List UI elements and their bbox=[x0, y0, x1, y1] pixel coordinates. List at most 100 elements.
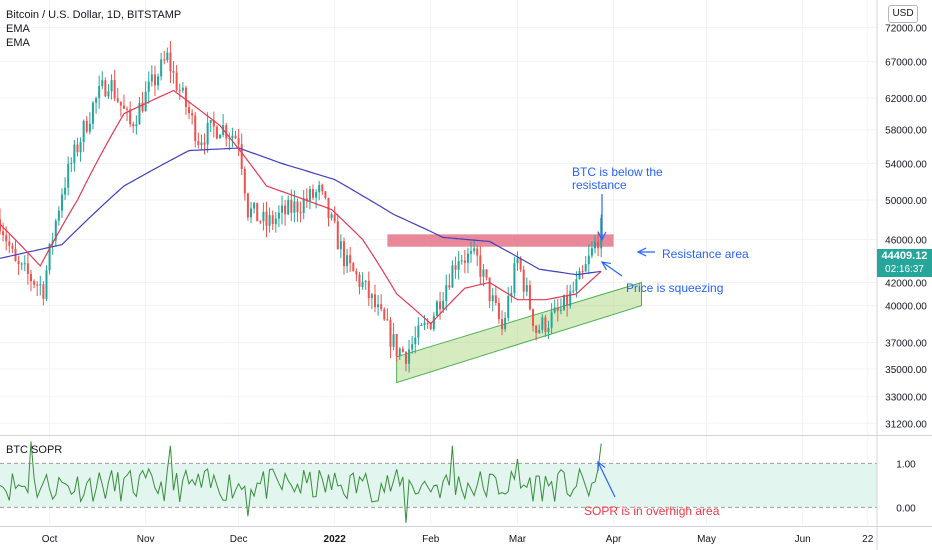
candle-body bbox=[559, 309, 562, 311]
candle-body bbox=[525, 285, 528, 292]
candle-body bbox=[42, 284, 45, 299]
candle-body bbox=[395, 334, 398, 357]
price-tick-label: 46000.00 bbox=[885, 235, 927, 246]
candle-body bbox=[231, 135, 234, 138]
support-channel bbox=[396, 281, 642, 384]
price-tick-label: 54000.00 bbox=[885, 160, 927, 171]
candle-body bbox=[135, 124, 138, 127]
candle-body bbox=[240, 144, 243, 169]
candle-body bbox=[302, 198, 305, 213]
candle-body bbox=[352, 263, 355, 272]
candle-body bbox=[597, 241, 600, 249]
candle-body bbox=[85, 120, 88, 132]
date-tick-label: Nov bbox=[137, 534, 155, 545]
candle-body bbox=[479, 255, 482, 277]
grid-lines bbox=[0, 0, 877, 525]
candle-body bbox=[234, 135, 237, 139]
candle-body bbox=[23, 263, 26, 265]
candle-body bbox=[36, 284, 39, 286]
zones bbox=[387, 234, 642, 384]
candle-body bbox=[383, 309, 386, 320]
candle-body bbox=[194, 115, 197, 142]
candle-body bbox=[215, 126, 218, 139]
candle-body bbox=[107, 91, 110, 97]
candle-body bbox=[271, 215, 274, 225]
ema-fast-line bbox=[0, 89, 602, 325]
date-tick-label: Feb bbox=[422, 534, 440, 545]
candle-body bbox=[274, 218, 277, 225]
candle-body bbox=[11, 245, 14, 249]
price-tick-label: 50000.00 bbox=[885, 196, 927, 207]
candle-body bbox=[414, 337, 417, 345]
candle-body bbox=[420, 324, 423, 326]
candle-body bbox=[70, 163, 73, 165]
annotation-resistance: Resistance area bbox=[662, 247, 749, 261]
candle-body bbox=[150, 74, 153, 82]
candle-body bbox=[507, 296, 510, 318]
candle-body bbox=[39, 284, 42, 286]
candle-body bbox=[519, 258, 522, 270]
candle-body bbox=[541, 317, 544, 330]
candle-body bbox=[60, 194, 63, 211]
candle-body bbox=[98, 86, 101, 99]
candle-body bbox=[88, 123, 91, 132]
candle-body bbox=[569, 291, 572, 306]
candle-body bbox=[79, 141, 82, 153]
price-tick-label: 72000.00 bbox=[885, 23, 927, 34]
candle-body bbox=[339, 241, 342, 250]
candle-body bbox=[454, 265, 457, 270]
candle-body bbox=[544, 317, 547, 332]
candle-body bbox=[370, 294, 373, 299]
candle-body bbox=[45, 270, 48, 299]
candle-body bbox=[311, 189, 315, 198]
resistance-zone bbox=[387, 234, 614, 247]
candle-body bbox=[448, 285, 451, 288]
annotation-arrows bbox=[597, 194, 655, 498]
candle-body bbox=[423, 322, 426, 325]
currency-button[interactable]: USD bbox=[888, 5, 918, 23]
price-tick-label: 31200.00 bbox=[885, 419, 927, 430]
price-tick-label: 35000.00 bbox=[885, 365, 927, 376]
candle-body bbox=[166, 52, 169, 61]
candle-body bbox=[277, 212, 280, 219]
candle-body bbox=[466, 253, 469, 263]
candle-body bbox=[284, 205, 287, 215]
candle-body bbox=[153, 74, 156, 86]
chart-legend: Bitcoin / U.S. Dollar, 1D, BITSTAMP EMA … bbox=[6, 8, 181, 50]
candle-body bbox=[470, 251, 473, 254]
candle-body bbox=[287, 199, 290, 215]
candle-body bbox=[473, 248, 476, 252]
candle-body bbox=[5, 235, 8, 242]
price-tick-label: 67000.00 bbox=[885, 57, 927, 68]
candle-body bbox=[318, 184, 321, 193]
candle-body bbox=[460, 260, 463, 262]
candle-body bbox=[296, 201, 299, 213]
candle-body bbox=[188, 107, 191, 114]
candle-body bbox=[144, 91, 147, 112]
bar-countdown: 02:16:37 bbox=[885, 264, 924, 275]
candle-body bbox=[550, 312, 553, 328]
candle-body bbox=[129, 109, 132, 125]
candle-body bbox=[157, 76, 160, 86]
candle-body bbox=[253, 202, 256, 209]
candle-body bbox=[553, 307, 556, 313]
candle-body bbox=[556, 307, 559, 311]
arrow-sopr-head bbox=[597, 460, 606, 472]
candle-body bbox=[504, 317, 507, 330]
candle-body bbox=[584, 264, 587, 272]
candle-body bbox=[82, 120, 85, 142]
candle-body bbox=[488, 277, 491, 302]
candle-body bbox=[20, 263, 23, 265]
candle-body bbox=[203, 142, 206, 145]
candle-body bbox=[95, 98, 98, 103]
candle-body bbox=[476, 248, 479, 256]
candle-body bbox=[439, 301, 442, 310]
price-tick-label: 58000.00 bbox=[885, 126, 927, 137]
candle-body bbox=[256, 202, 259, 222]
ema-legend-2: EMA bbox=[6, 37, 30, 49]
candle-body bbox=[197, 141, 200, 146]
candle-body bbox=[482, 269, 485, 277]
candle-body bbox=[110, 80, 113, 92]
candle-body bbox=[593, 241, 597, 249]
